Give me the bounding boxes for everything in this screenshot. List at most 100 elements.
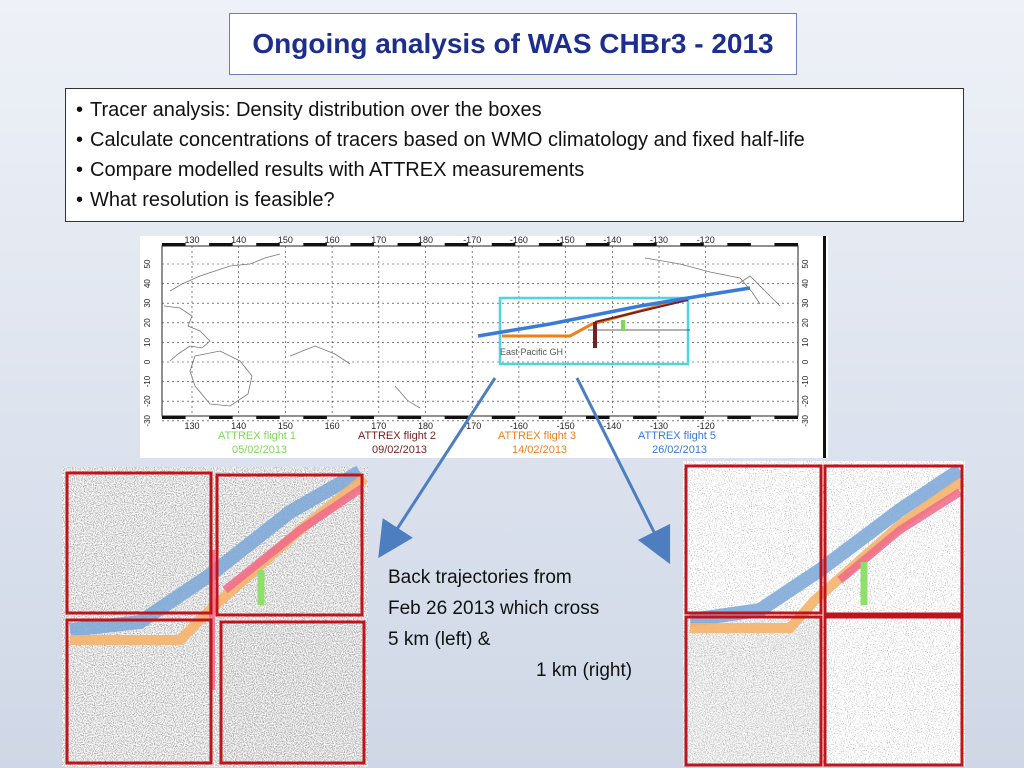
ruler-segment: [774, 416, 798, 419]
ruler-segment: [444, 243, 469, 246]
caption-line: 1 km (right): [536, 660, 633, 681]
coastline-na: [644, 257, 761, 305]
coastline-mexico: [737, 275, 781, 307]
lat-tick-label: 20: [143, 318, 152, 327]
ruler-segment: [397, 416, 422, 419]
map-figure: East Pacific GH 130 140 150 160 170 180 -170 -1…: [143, 235, 810, 431]
map-frame: [161, 245, 799, 417]
left-scatter-sparse: [222, 622, 368, 762]
bullet-list: • Tracer analysis: Density distribution o…: [65, 88, 964, 222]
lat-tick-label: 50: [143, 259, 152, 268]
bullet-item: • Compare modelled results with ATTREX me…: [76, 155, 953, 185]
right-scatter-group: [683, 461, 965, 767]
lon-tick-label: -120: [697, 236, 715, 245]
lon-tick-label: 140: [231, 236, 246, 245]
legend-flight5-label: ATTREX flight 5: [638, 430, 717, 442]
lon-tick-label: 130: [184, 421, 199, 431]
lon-tick-label: -170: [463, 236, 481, 245]
lon-tick-label: -170: [463, 421, 481, 431]
ruler-segment: [774, 243, 798, 246]
ruler-segment: [727, 243, 751, 246]
bullet-text: Compare modelled results with ATTREX mea…: [90, 159, 585, 181]
arrow-to-right-panel: [575, 377, 671, 565]
lon-tick-label: -160: [510, 421, 528, 431]
caption-line: 5 km (left) &: [388, 629, 491, 650]
ruler-segment: [680, 416, 704, 419]
lon-ticks-top: 130 140 150 160 170 180 -170 -160 -150 -140 -130 -1…: [184, 235, 715, 245]
lat-tick-label: -20: [143, 395, 152, 407]
title-box: Ongoing analysis of WAS CHBr3 - 2013: [229, 13, 797, 75]
left-frame-tl: [65, 471, 213, 615]
lat-tick-label: 10: [143, 337, 152, 346]
left-frame-tr: [215, 473, 364, 617]
lon-tick-label: -150: [557, 236, 575, 245]
legend-flight1-date: 05/02/2013: [232, 444, 288, 456]
lon-tick-label: -140: [603, 236, 621, 245]
ruler-segment: [397, 243, 422, 246]
lat-tick-label: 50: [801, 259, 810, 268]
coastlines: [163, 253, 781, 409]
arrow-to-left-panel: [378, 377, 497, 559]
bullet-dot: •: [76, 189, 84, 211]
lat-tick-label: 10: [801, 337, 810, 346]
right-traj-orange: [690, 477, 965, 633]
ruler-segment: [538, 416, 563, 419]
ruler-segment: [209, 243, 233, 246]
bullet-item: • Tracer analysis: Density distribution o…: [76, 95, 953, 125]
bullet-dot: •: [76, 129, 84, 151]
ruler-segment: [303, 243, 327, 246]
right-frame-bl: [684, 615, 823, 767]
ruler-segment: [680, 243, 704, 246]
legend-flight1-label: ATTREX flight 1: [218, 430, 297, 442]
trajectory-map: East Pacific GH 130 140 150 160 170 180 -170 -1…: [140, 235, 828, 458]
ruler-segment: [633, 416, 657, 419]
ruler-segment: [444, 416, 469, 419]
coastline-asia: [169, 253, 281, 292]
lon-tick-label: -130: [650, 236, 668, 245]
lat-ticks-left: 50 40 30 20 10 0 -10 -20 -30: [143, 259, 152, 427]
ruler-segment: [303, 416, 327, 419]
lon-tick-label: 170: [371, 236, 386, 245]
ruler-segment: [256, 416, 280, 419]
ruler-segment: [491, 243, 516, 246]
lat-tick-label: -10: [801, 375, 810, 387]
right-frame-tl: [684, 464, 823, 615]
lon-tick-label: 180: [418, 421, 433, 431]
right-traj-pink: [837, 488, 963, 584]
lat-tick-label: -30: [143, 414, 152, 426]
ruler-segment: [586, 243, 610, 246]
map-side-rule: [823, 236, 826, 458]
ruler-segment: [162, 243, 186, 246]
coastline-nz: [394, 385, 421, 409]
lat-tick-label: -30: [801, 414, 810, 426]
bullet-text: Tracer analysis: Density distribution ov…: [90, 99, 542, 121]
coastline-australia: [189, 350, 253, 407]
trajectory-caption: Back trajectories from Feb 26 2013 which…: [388, 562, 668, 686]
lon-tick-label: 130: [184, 236, 199, 245]
slide-title: Ongoing analysis of WAS CHBr3 - 2013: [252, 28, 774, 59]
bullet-text: What resolution is feasible?: [90, 189, 335, 211]
lat-ticks-right: 50 40 30 20 10 0 -10 -20 -30: [801, 259, 810, 427]
ruler-segment: [350, 243, 374, 246]
lon-tick-label: -140: [603, 421, 621, 431]
lon-tick-label: 180: [418, 236, 433, 245]
left-scatter-group: [62, 465, 369, 767]
lat-tick-label: 40: [801, 279, 810, 288]
ruler-segment: [727, 416, 751, 419]
bullet-item: • What resolution is feasible?: [76, 185, 953, 215]
lat-tick-label: 30: [801, 298, 810, 307]
right-frame-br: [823, 615, 964, 767]
lon-tick-label: -160: [510, 236, 528, 245]
lon-tick-label: -120: [697, 421, 715, 431]
ruler-segment: [491, 416, 516, 419]
lon-tick-label: -150: [557, 421, 575, 431]
lon-tick-label: 150: [278, 421, 293, 431]
left-traj-pink: [222, 484, 365, 594]
lat-tick-label: -20: [801, 395, 810, 407]
coastline-islands: [289, 345, 351, 365]
coastline-seasia: [163, 305, 211, 362]
ruler-segment: [538, 243, 563, 246]
bullet-item: • Calculate concentrations of tracers bas…: [76, 125, 953, 155]
lat-tick-label: 0: [143, 359, 152, 364]
